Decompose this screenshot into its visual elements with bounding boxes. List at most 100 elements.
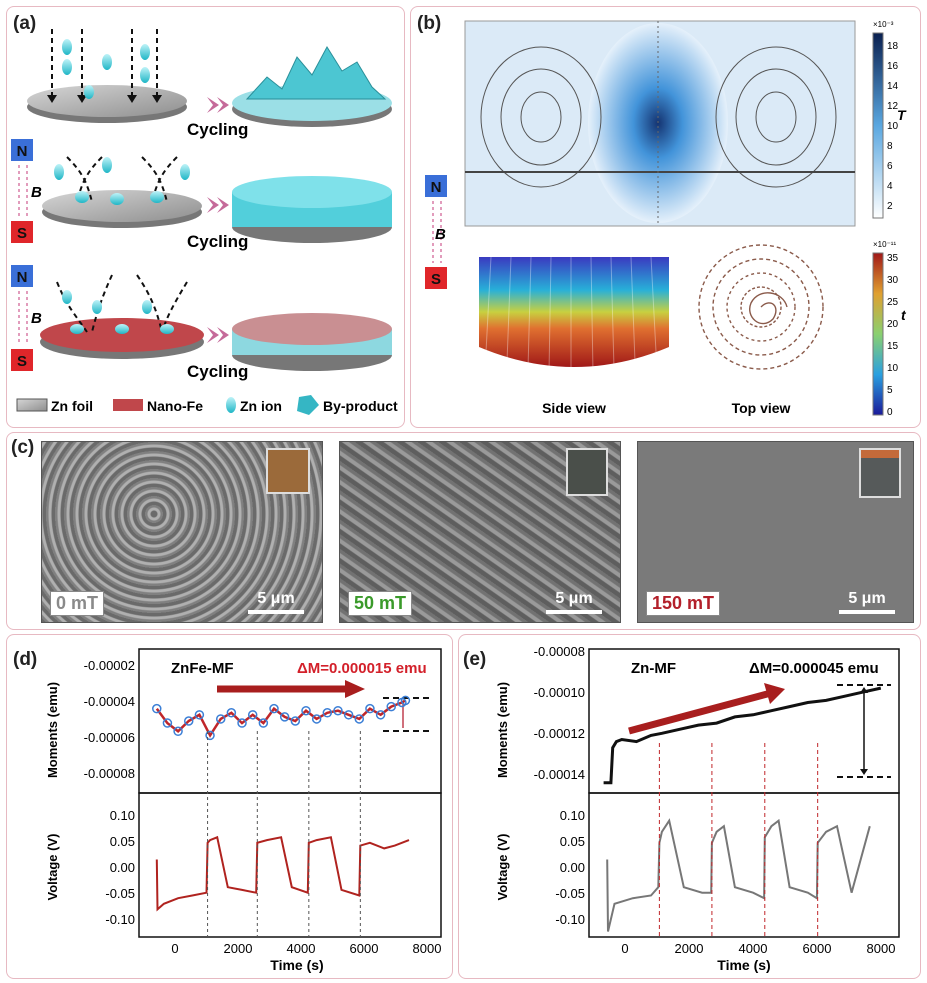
svg-text:35: 35 [887,253,899,264]
svg-text:-0.00008: -0.00008 [84,766,135,781]
field-map [464,20,856,227]
scale-bar-150mt: 5 μm [839,590,895,614]
panel-c-label: (c) [11,437,35,458]
sem-image-50mt: 50 mT 5 μm [339,441,621,623]
svg-text:16: 16 [887,61,899,72]
e-delta: ΔM=0.000045 emu [749,660,879,677]
e-ylabel-top: Moments (emu) [495,682,510,778]
svg-text:N: N [17,269,28,286]
legend-zn-foil: Zn foil [51,398,93,414]
row1-disk [27,85,187,123]
d-moment-series [155,699,407,738]
svg-text:S: S [17,225,27,242]
svg-text:B: B [435,226,446,243]
row1-zn-ions [62,39,150,99]
colorbar-field: ×10⁻³ T 18 16 14 12 10 8 6 4 2 [872,20,907,219]
field-label-50mt: 50 mT [348,591,413,616]
svg-text:-0.10: -0.10 [105,912,135,927]
scale-bar-50mt: 5 μm [546,590,602,614]
field-label-150mt: 150 mT [646,591,721,616]
d-moment-point [311,714,322,724]
svg-text:-0.00004: -0.00004 [84,694,135,709]
d-moment-point [301,705,311,716]
panel-e-label: (e) [463,649,487,670]
svg-text:0: 0 [621,941,628,956]
svg-text:0: 0 [171,941,178,956]
svg-text:30: 30 [887,275,899,286]
e-bottom-frame [588,792,900,938]
svg-text:N: N [17,143,28,160]
row1-cycling: Cycling [187,120,248,139]
d-moment-point [152,703,162,714]
svg-text:25: 25 [887,297,899,308]
svg-text:-0.05: -0.05 [555,886,585,901]
legend-by-product: By-product [323,398,398,414]
svg-text:0: 0 [887,407,893,418]
panel-a-legend: Zn foil Nano-Fe Zn ion By-product [16,395,398,415]
row1-arrow [207,97,219,113]
sem-image-150mt: 150 mT 5 μm [637,441,914,623]
scale-bar-0mt: 5 μm [248,590,304,614]
panel-d-label: (d) [13,649,38,670]
d-ylabel-bottom: Voltage (V) [45,834,60,901]
inset-photo-150mt [859,448,901,498]
d-moment-point [162,718,173,728]
row1-dendrite-disk [232,46,392,127]
svg-text:×10⁻¹¹: ×10⁻¹¹ [873,240,896,249]
d-moment-point [215,714,226,724]
d-voltage-series [155,835,410,912]
e-moment-series [603,686,882,785]
d-moment-point [375,710,386,720]
d-moment-point [269,703,279,714]
side-view-label: Side view [542,400,606,416]
panel-d-chart: ZnFe-MF ΔM=0.000015 emu Moments (emu) Vo… [45,648,442,973]
panel-b-magnet: N B S [425,175,447,289]
d-moment-point [322,708,333,718]
svg-text:t: t [901,307,907,323]
d-moment-point [343,710,354,720]
svg-text:-0.00014: -0.00014 [534,767,585,782]
d-xticks: 0 2000 4000 6000 8000 [171,941,441,956]
panel-b-label: (b) [417,13,442,34]
d-delta: ΔM=0.000015 emu [297,660,427,677]
svg-text:2000: 2000 [675,941,704,956]
svg-text:-0.00012: -0.00012 [534,726,585,741]
svg-text:14: 14 [887,81,899,92]
svg-text:×10⁻³: ×10⁻³ [873,20,894,29]
svg-text:-0.00008: -0.00008 [534,644,585,659]
svg-text:-0.05: -0.05 [105,886,135,901]
panel-a-label: (a) [13,13,37,34]
row3-coated-disk [232,313,392,371]
d-moment-point [279,712,290,722]
svg-text:20: 20 [887,319,899,330]
row2-zn-ions [54,157,190,205]
svg-text:B: B [31,184,42,201]
svg-text:0.05: 0.05 [110,834,135,849]
d-bottom-frame [138,792,442,938]
sem-image-0mt: 0 mT 5 μm [41,441,323,623]
e-xticks: 0 2000 4000 6000 8000 [621,941,895,956]
e-yticks-bottom: 0.10 0.05 0.00 -0.05 -0.10 [555,808,585,927]
d-moment-point [333,705,343,716]
svg-text:-0.00006: -0.00006 [84,730,135,745]
panel-a: (a) [6,6,405,428]
d-moment-point [258,718,269,728]
d-moment-point [173,726,183,737]
d-moment-point [386,701,397,712]
svg-text:10: 10 [887,121,899,132]
row3-magnet: N B S [11,265,42,371]
svg-text:4: 4 [887,181,893,192]
svg-text:6000: 6000 [803,941,832,956]
d-moment-point [205,730,215,741]
svg-text:10: 10 [887,363,899,374]
svg-text:N: N [431,179,442,196]
colorbar-time: ×10⁻¹¹ t 35 30 25 20 15 10 5 0 [872,240,907,418]
svg-text:6: 6 [887,161,893,172]
inset-photo-0mt [266,448,310,494]
panel-d: (d) ZnFe-MF ΔM=0.000015 emu Moments (emu… [6,634,453,979]
row2-magnet: N B S [11,139,42,243]
panel-e: (e) Zn-MF ΔM=0.000045 emu Moments (emu) … [458,634,921,979]
svg-text:4000: 4000 [739,941,768,956]
svg-text:8000: 8000 [867,941,896,956]
panel-a-schematic: Cycling N B S [11,29,398,415]
